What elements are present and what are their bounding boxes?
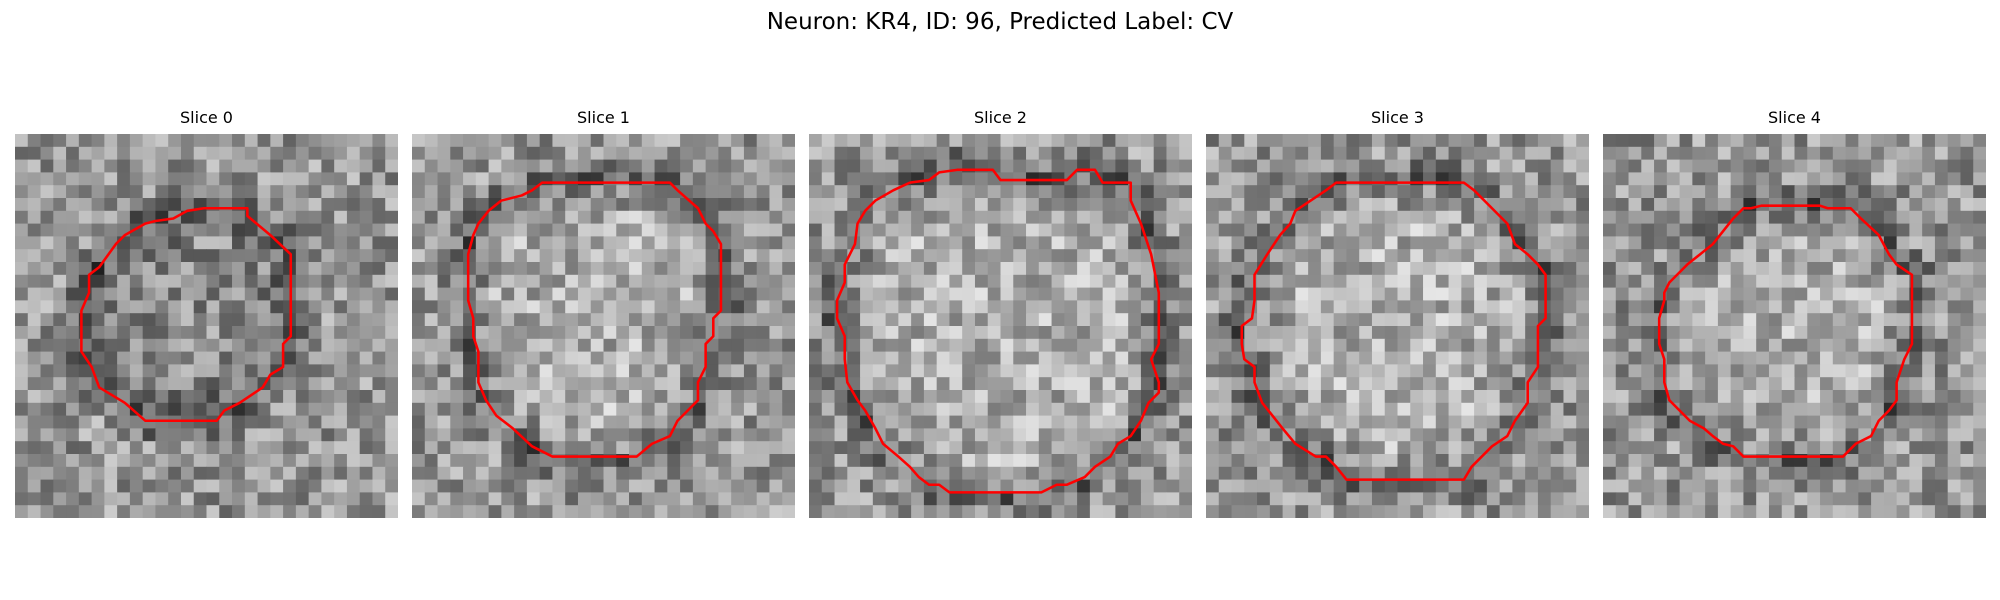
cell-contour <box>466 181 723 458</box>
micrograph-pixels <box>412 134 795 518</box>
micrograph-pixels <box>1206 134 1589 518</box>
slice-title-3: Slice 3 <box>1371 108 1424 127</box>
slice-image-2 <box>809 134 1192 518</box>
slice-title-4: Slice 4 <box>1768 108 1821 127</box>
slice-title-0: Slice 0 <box>180 108 233 127</box>
slice-image-1 <box>412 134 795 518</box>
slice-image-4 <box>1603 134 1986 518</box>
micrograph-pixels <box>1603 134 1986 518</box>
slice-panel-1: Slice 1 <box>412 107 795 518</box>
figure-title: Neuron: KR4, ID: 96, Predicted Label: CV <box>766 9 1234 35</box>
slice-panel-0: Slice 0 <box>15 107 398 518</box>
slice-title-1: Slice 1 <box>577 108 630 127</box>
micrograph-pixels <box>809 134 1192 518</box>
cell-contour <box>1657 204 1914 458</box>
cell-contour <box>80 206 293 422</box>
cell-contour <box>835 168 1161 494</box>
cell-contour <box>1240 181 1547 481</box>
slice-panel-4: Slice 4 <box>1603 107 1986 518</box>
slice-title-2: Slice 2 <box>974 108 1027 127</box>
slice-image-0 <box>15 134 398 518</box>
slice-image-3 <box>1206 134 1589 518</box>
slice-panel-2: Slice 2 <box>809 107 1192 518</box>
slice-panel-3: Slice 3 <box>1206 107 1589 518</box>
micrograph-pixels <box>15 134 398 518</box>
